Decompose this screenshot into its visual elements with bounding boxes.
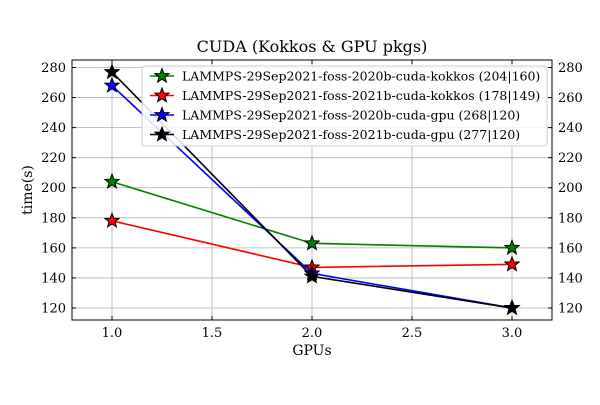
legend-entry-2: LAMMPS-29Sep2021-foss-2021b-cuda-kokkos … [150,86,540,103]
data-point-star [303,267,321,284]
y-tick-label-right: 200 [558,181,583,196]
y-tick-label-right: 240 [558,121,583,136]
y-tick-label-left: 200 [41,181,66,196]
legend-star-icon [153,67,171,84]
data-point-star [103,76,121,93]
data-point-star [303,234,321,251]
legend-label: LAMMPS-29Sep2021-foss-2021b-cuda-kokkos … [182,88,540,103]
data-point-star [503,299,521,316]
legend-entry-1: LAMMPS-29Sep2021-foss-2020b-cuda-kokkos … [150,67,540,84]
chart-title: CUDA (Kokkos & GPU pkgs) [197,37,428,56]
x-tick-label: 1.5 [202,326,223,341]
y-tick-label-left: 180 [41,211,66,226]
legend-label: LAMMPS-29Sep2021-foss-2020b-cuda-gpu (26… [182,108,520,123]
y-tick-label-left: 280 [41,61,66,76]
x-axis-label: GPUs [292,343,331,359]
x-tick-label: 2.5 [402,326,423,341]
axis-ticks: 1.0 1.5 2.0 2.5 3.0 120 120 140 140 160 160 180 180 2… [41,60,583,341]
data-point-star [103,63,121,80]
data-point-star [103,172,121,189]
y-tick-label-right: 220 [558,151,583,166]
y-tick-label-right: 120 [558,301,583,316]
y-tick-label-left: 120 [41,301,66,316]
y-tick-label-right: 160 [558,241,583,256]
y-tick-label-left: 140 [41,271,66,286]
x-tick-label: 3.0 [502,326,523,341]
legend: LAMMPS-29Sep2021-foss-2020b-cuda-kokkos … [141,65,548,147]
legend-star-icon [153,106,171,123]
x-tick-label: 2.0 [302,326,323,341]
legend-label: LAMMPS-29Sep2021-foss-2021b-cuda-gpu (27… [182,127,520,142]
x-tick-label: 1.0 [102,326,123,341]
y-tick-label-left: 260 [41,91,66,106]
data-point-star [503,238,521,256]
y-tick-label-right: 280 [558,61,583,76]
legend-label: LAMMPS-29Sep2021-foss-2020b-cuda-kokkos … [182,69,540,84]
y-axis-label: time(s) [20,165,36,215]
y-tick-label-left: 240 [41,121,66,136]
data-point-star [103,211,121,229]
legend-entry-3: LAMMPS-29Sep2021-foss-2020b-cuda-gpu (26… [150,106,520,123]
legend-star-icon [153,125,171,142]
legend-box [141,65,548,147]
legend-entry-4: LAMMPS-29Sep2021-foss-2021b-cuda-gpu (27… [150,125,520,142]
y-tick-label-right: 260 [558,91,583,106]
y-tick-label-right: 180 [558,211,583,226]
series-1 [103,172,521,256]
y-tick-label-left: 160 [41,241,66,256]
legend-star-icon [153,86,171,103]
data-point-star [503,255,521,272]
y-tick-label-right: 140 [558,271,583,286]
y-tick-label-left: 220 [41,151,66,166]
